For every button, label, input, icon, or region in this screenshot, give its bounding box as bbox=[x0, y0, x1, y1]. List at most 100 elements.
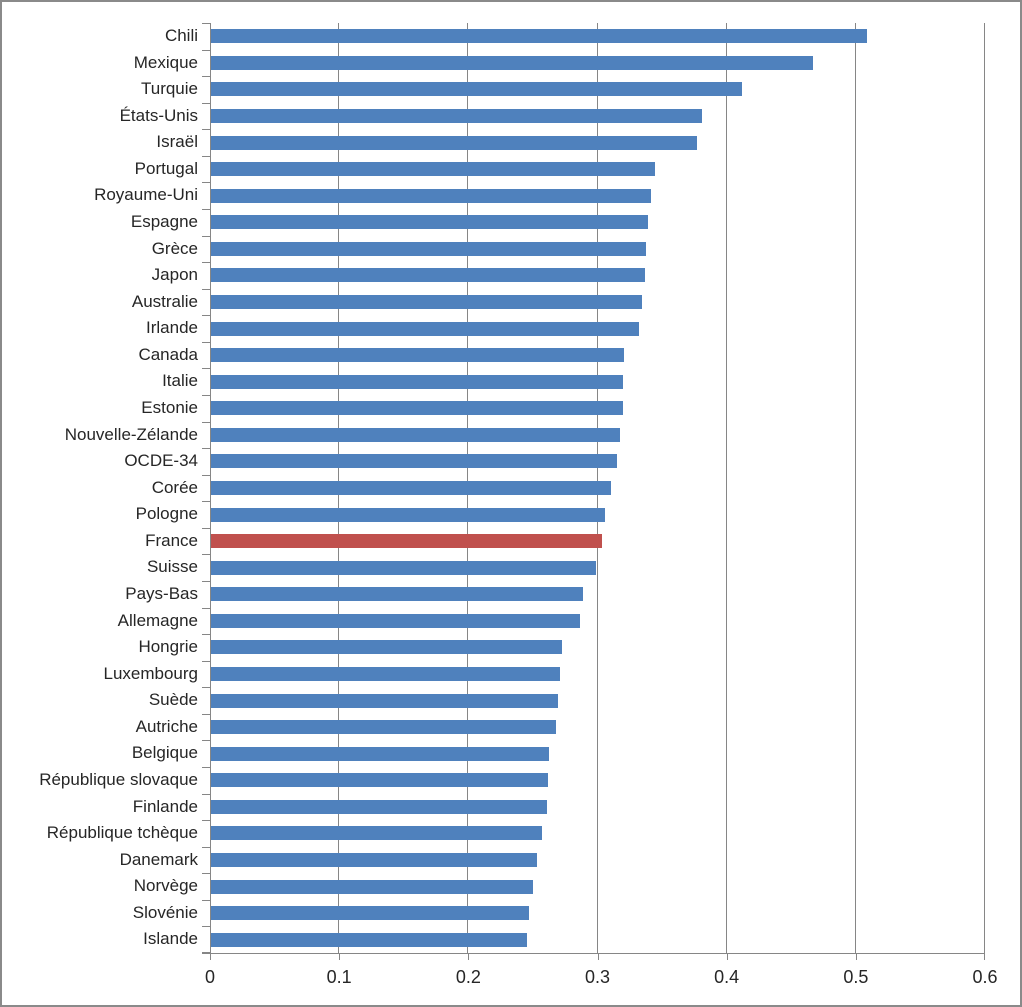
category-label-Norvège: Norvège bbox=[133, 876, 198, 896]
bar-Mexique bbox=[211, 55, 813, 70]
category-tick bbox=[202, 23, 210, 24]
bar-République slovaque bbox=[211, 773, 549, 788]
category-label-Hongrie: Hongrie bbox=[138, 637, 198, 657]
category-tick bbox=[202, 289, 210, 290]
y-axis-line bbox=[210, 23, 211, 953]
category-label-Islande: Islande bbox=[143, 929, 198, 949]
x-axis-label-0.1: 0.1 bbox=[326, 967, 352, 987]
bar-Canada bbox=[211, 348, 625, 363]
category-tick bbox=[202, 926, 210, 927]
category-label-États-Unis: États-Unis bbox=[119, 105, 198, 125]
bar-Norvège bbox=[211, 879, 533, 894]
category-tick bbox=[202, 209, 210, 210]
bar-Hongrie bbox=[211, 640, 563, 655]
category-label-Chili: Chili bbox=[164, 26, 198, 45]
category-tick bbox=[202, 236, 210, 237]
gridline-0.6 bbox=[984, 23, 985, 953]
bar-Espagne bbox=[211, 215, 648, 230]
bar-Royaume-Uni bbox=[211, 188, 652, 203]
x-axis-label-0: 0 bbox=[204, 967, 215, 987]
category-label-Estonie: Estonie bbox=[141, 398, 198, 417]
category-label-Allemagne: Allemagne bbox=[117, 610, 198, 630]
category-label-Slovénie: Slovénie bbox=[132, 902, 198, 922]
bar-Estonie bbox=[211, 401, 624, 416]
bar-Suède bbox=[211, 693, 559, 708]
x-axis-tick-0.2 bbox=[468, 953, 470, 960]
category-tick bbox=[202, 687, 210, 688]
category-tick bbox=[202, 952, 210, 953]
category-tick bbox=[202, 767, 210, 768]
x-axis-label-0.6: 0.6 bbox=[972, 967, 998, 987]
category-label-Finlande: Finlande bbox=[132, 796, 198, 816]
category-tick bbox=[202, 820, 210, 821]
category-tick bbox=[202, 315, 210, 316]
bar-Italie bbox=[211, 374, 624, 389]
category-tick bbox=[202, 714, 210, 715]
category-label-Grèce: Grèce bbox=[151, 238, 198, 258]
x-axis-label-0.2: 0.2 bbox=[455, 967, 481, 987]
x-axis-line bbox=[202, 953, 985, 954]
category-label-Australie: Australie bbox=[131, 291, 198, 311]
bar-OCDE-34 bbox=[211, 454, 617, 469]
x-axis-label-0.3: 0.3 bbox=[584, 967, 611, 987]
x-axis-tick-0.6 bbox=[984, 953, 985, 960]
category-label-Pologne: Pologne bbox=[135, 504, 198, 524]
category-tick bbox=[202, 262, 210, 263]
category-tick bbox=[202, 368, 210, 369]
bar-Grèce bbox=[211, 241, 647, 256]
category-label-Japon: Japon bbox=[151, 265, 198, 285]
category-tick bbox=[202, 794, 210, 795]
bar-Australie bbox=[211, 295, 643, 309]
category-label-Mexique: Mexique bbox=[133, 52, 198, 72]
category-label-Espagne: Espagne bbox=[130, 212, 198, 231]
bar-Pays-Bas bbox=[211, 587, 583, 602]
bar-Chili bbox=[211, 29, 868, 44]
bar-Pologne bbox=[211, 507, 605, 522]
category-label-OCDE-34: OCDE-34 bbox=[124, 451, 198, 471]
category-label-Turquie: Turquie bbox=[140, 79, 198, 99]
bar-Belgique bbox=[211, 746, 550, 761]
category-tick bbox=[202, 182, 210, 183]
bar-Danemark bbox=[211, 853, 537, 867]
category-label-Luxembourg: Luxembourg bbox=[103, 663, 198, 683]
category-label-Corée: Corée bbox=[151, 477, 198, 497]
category-tick bbox=[202, 740, 210, 741]
category-label-Royaume-Uni: Royaume-Uni bbox=[94, 185, 198, 205]
category-tick bbox=[202, 342, 210, 343]
category-tick bbox=[202, 501, 210, 502]
bar-Autriche bbox=[211, 720, 556, 735]
bar-Nouvelle-Zélande bbox=[211, 427, 621, 442]
category-tick bbox=[202, 129, 210, 130]
x-axis-tick-0.3 bbox=[597, 953, 599, 960]
category-tick bbox=[202, 554, 210, 555]
category-tick bbox=[202, 528, 210, 529]
category-tick bbox=[202, 661, 210, 662]
category-label-République tchèque: République tchèque bbox=[46, 823, 198, 843]
category-tick bbox=[202, 634, 210, 635]
category-label-République slovaque: République slovaque bbox=[39, 770, 198, 789]
bar-Suisse bbox=[211, 560, 596, 575]
bar-Slovénie bbox=[211, 906, 529, 921]
category-tick bbox=[202, 873, 210, 874]
category-label-Canada: Canada bbox=[138, 344, 198, 364]
bar-Turquie bbox=[211, 82, 742, 97]
bar-Finlande bbox=[211, 799, 547, 814]
bar-Islande bbox=[211, 932, 528, 947]
category-tick bbox=[202, 76, 210, 77]
category-tick bbox=[202, 50, 210, 51]
category-tick bbox=[202, 581, 210, 582]
bar-Allemagne bbox=[211, 613, 581, 628]
x-axis-label-0.4: 0.4 bbox=[714, 967, 740, 987]
category-tick bbox=[202, 847, 210, 848]
category-label-Nouvelle-Zélande: Nouvelle-Zélande bbox=[64, 424, 198, 444]
category-label-Irlande: Irlande bbox=[146, 318, 198, 338]
plot-area bbox=[202, 23, 985, 960]
x-axis-tick-0 bbox=[210, 953, 211, 960]
category-label-Portugal: Portugal bbox=[134, 158, 198, 178]
gridline-0.5 bbox=[854, 23, 856, 953]
category-label-Suède: Suède bbox=[148, 690, 198, 710]
category-tick bbox=[202, 475, 210, 476]
category-label-Suisse: Suisse bbox=[146, 557, 198, 577]
category-label-Pays-Bas: Pays-Bas bbox=[125, 584, 198, 603]
category-tick bbox=[202, 900, 210, 901]
